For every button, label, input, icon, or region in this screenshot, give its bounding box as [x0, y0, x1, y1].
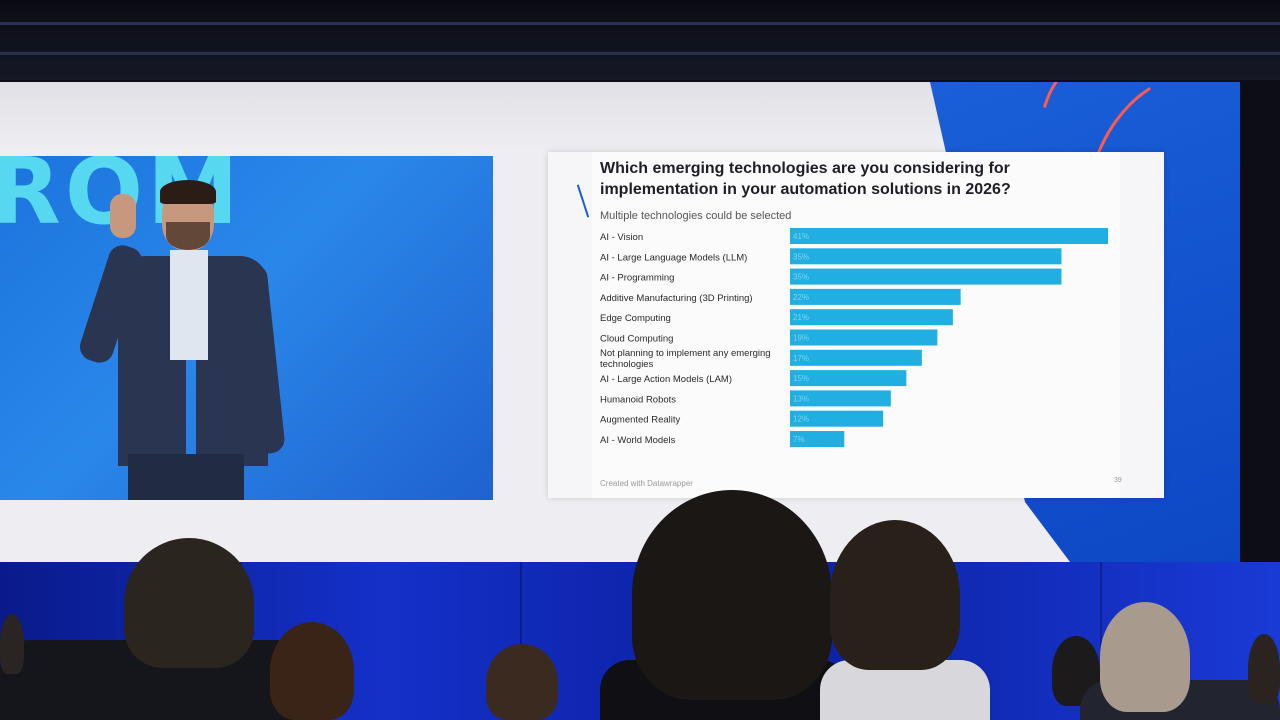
bar — [790, 390, 891, 407]
bar — [790, 349, 922, 366]
bar — [790, 329, 938, 346]
speaker — [76, 180, 292, 500]
bar-value-label: 19% — [793, 334, 809, 343]
page-number: 39 — [1114, 477, 1122, 484]
bar — [790, 309, 953, 326]
bar — [790, 248, 1062, 265]
chart-subtitle: Multiple technologies could be selected — [600, 210, 792, 222]
audience-head — [632, 490, 832, 700]
truss-beam — [0, 52, 1280, 55]
speaker-hair — [160, 180, 216, 204]
bar-value-label: 21% — [793, 313, 809, 322]
bar-chart: 41% AI - Vision 35% AI - Large Language Mod… — [600, 228, 1108, 447]
category-label: Not planning to implement any emerging te… — [600, 348, 771, 370]
truss-beam — [0, 22, 1280, 25]
category-label: Edge Computing — [600, 313, 671, 324]
audience-head — [1100, 602, 1190, 712]
speaker-legs — [128, 454, 244, 500]
audience-head — [486, 644, 558, 720]
chart-footer: Created with Datawrapper — [600, 479, 693, 488]
bar-value-label: 35% — [793, 273, 809, 282]
bar-value-label: 13% — [793, 394, 809, 403]
category-label: Augmented Reality — [600, 415, 681, 426]
chart-title: Which emerging technologies are you cons… — [600, 160, 1011, 198]
slide-accent-mark — [576, 184, 590, 218]
category-label: Humanoid Robots — [600, 394, 676, 405]
bar-value-label: 22% — [793, 293, 809, 302]
bar — [790, 370, 907, 387]
category-label: Cloud Computing — [600, 334, 673, 345]
category-label: AI - Large Language Models (LLM) — [600, 252, 747, 263]
bar-value-label: 7% — [793, 435, 805, 444]
audience-head — [1248, 634, 1280, 704]
chart-panel: Which emerging technologies are you cons… — [592, 152, 1120, 498]
category-label: AI - Large Action Models (LAM) — [600, 374, 732, 385]
bar — [790, 431, 845, 447]
bar — [790, 288, 961, 305]
speaker-video-feed: ROM — [0, 156, 493, 500]
category-label: AI - World Models — [600, 435, 676, 446]
audience-head — [830, 520, 960, 670]
speaker-beard — [166, 222, 210, 250]
bar — [790, 228, 1108, 244]
speaker-hand — [110, 194, 136, 238]
projection-screen: ROM Which emerging technologies are you … — [0, 82, 1240, 562]
bar — [790, 268, 1062, 285]
bar-value-label: 12% — [793, 415, 809, 424]
audience-head — [0, 614, 24, 674]
audience-member — [820, 660, 990, 720]
drape-fold — [520, 562, 522, 720]
stage-truss — [0, 0, 1280, 80]
bar-value-label: 35% — [793, 252, 809, 261]
audience-head — [270, 622, 354, 720]
category-label: Additive Manufacturing (3D Printing) — [600, 293, 753, 304]
category-label: AI - Programming — [600, 273, 674, 284]
speaker-shirt — [170, 250, 208, 360]
bar-value-label: 17% — [793, 354, 809, 363]
bar-value-label: 41% — [793, 232, 809, 241]
category-label: AI - Vision — [600, 232, 643, 243]
audience-head — [124, 538, 254, 668]
bar-value-label: 15% — [793, 374, 809, 383]
chart-slide: Which emerging technologies are you cons… — [548, 152, 1164, 498]
bar — [790, 410, 884, 427]
